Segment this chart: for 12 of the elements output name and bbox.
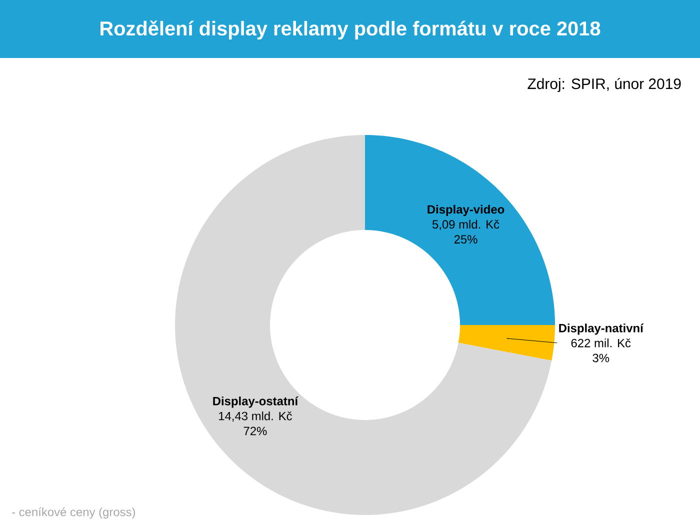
text: - ceníkové ceny (gross): [12, 507, 136, 519]
data-label: 25%: [454, 235, 478, 244]
chart-title: Rozdělení display reklamy podle formátu v roce 2018: [100, 20, 600, 40]
data-label: 72%: [244, 426, 267, 436]
slice-label: Display-video: [428, 204, 504, 216]
slice-label: Display-nativní: [559, 324, 644, 335]
data-label: 3%: [592, 354, 610, 362]
chart-subtitle: Zdroj: SPIR, únor 2019: [528, 78, 681, 92]
slice-label: Display-ostatní: [213, 396, 298, 408]
text: 622 mil. Kč: [571, 338, 631, 348]
text: 5,09 mld. Kč: [432, 220, 500, 230]
text: 14,43 mld. Kč: [219, 411, 292, 422]
